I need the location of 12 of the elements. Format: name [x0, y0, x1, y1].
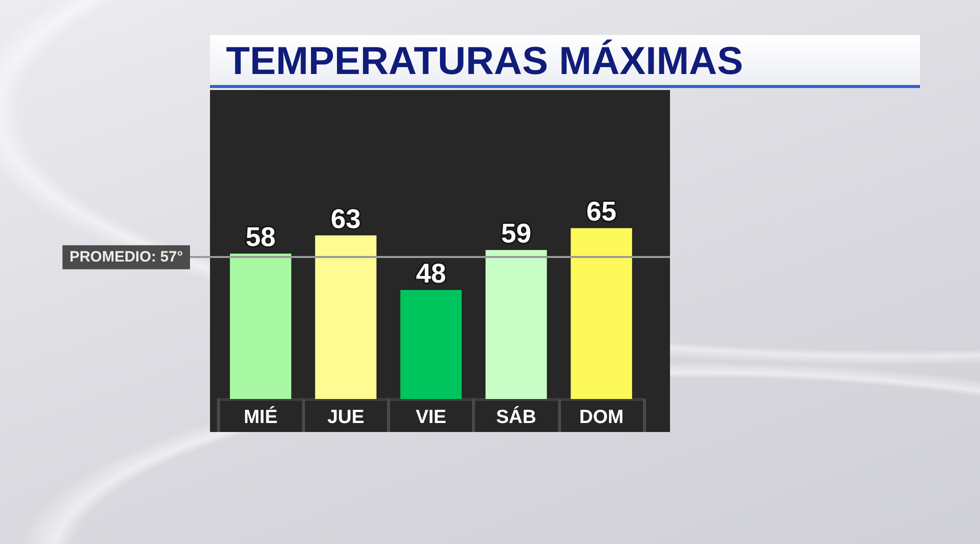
data-label: 59: [501, 218, 532, 248]
x-tick-label: VIE: [416, 407, 446, 428]
x-tick-label: MIÉ: [244, 406, 278, 428]
x-tick-label: JUE: [327, 407, 364, 428]
chart-title: TEMPERATURAS MÁXIMAS: [226, 39, 744, 83]
data-label: 48: [416, 258, 446, 288]
data-label: 58: [246, 222, 276, 252]
ref-line-label: PROMEDIO: 57°: [69, 248, 183, 266]
x-tick-label: DOM: [579, 407, 624, 428]
x-tick-label: SÁB: [496, 406, 536, 428]
data-label: 65: [586, 196, 616, 227]
data-label: 63: [330, 204, 361, 234]
